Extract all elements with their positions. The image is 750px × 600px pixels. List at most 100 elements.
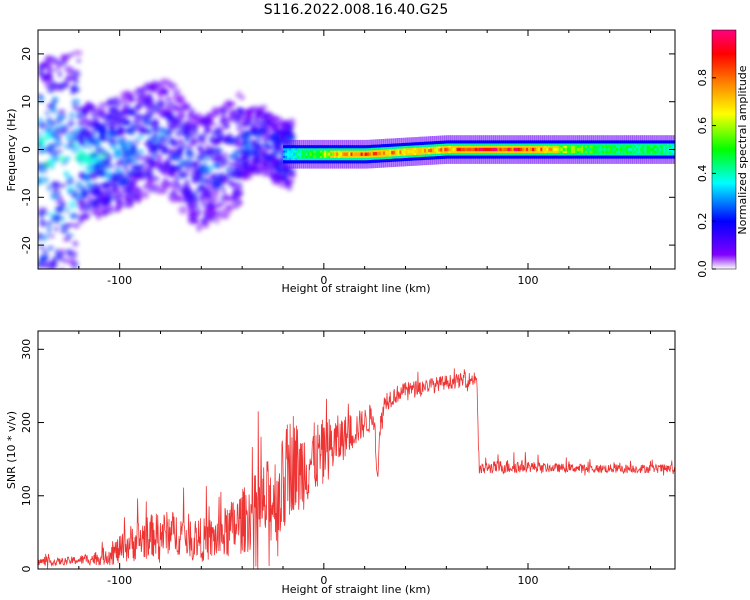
spectrogram-cell xyxy=(243,164,250,172)
spectrogram-cell xyxy=(285,182,290,188)
spectrogram-cell xyxy=(64,171,69,178)
spectrogram-cell xyxy=(438,148,441,152)
spectrogram-cell xyxy=(223,206,233,215)
spectrogram-cell xyxy=(632,147,635,152)
spectrogram-cell xyxy=(609,147,613,152)
spectrogram-cell xyxy=(587,147,590,152)
spectrogram-cell xyxy=(660,147,664,152)
spectrogram-cell xyxy=(568,147,572,152)
spectrogram-cell xyxy=(213,210,223,217)
spectrogram-cell xyxy=(507,147,511,152)
spectrogram-cell xyxy=(85,101,91,109)
spectrogram-cell xyxy=(72,136,79,141)
spectrogram-cell xyxy=(67,189,73,194)
spectrogram-cell xyxy=(185,127,190,136)
spectrogram-cell xyxy=(247,121,255,127)
spectrogram-cell xyxy=(497,147,500,152)
spectrogram-cell xyxy=(61,258,71,264)
spectrogram-cell xyxy=(189,137,199,145)
spectrogram-cell xyxy=(118,126,125,135)
snr-x-tick-label: 0 xyxy=(320,574,327,587)
spectrogram-y-tick-label: 10 xyxy=(20,95,33,109)
spectrogram-cell xyxy=(538,147,541,152)
spectrogram-cell xyxy=(117,122,122,128)
spectrogram-cell xyxy=(37,280,42,289)
spectrogram-cell xyxy=(54,136,62,141)
spectrogram-y-tick-label: 0 xyxy=(20,146,33,153)
spectrogram-cell xyxy=(201,152,210,156)
spectrogram-cell xyxy=(428,148,431,153)
spectrogram-cell xyxy=(211,163,220,168)
spectrogram-cell xyxy=(189,193,197,198)
spectrogram-cell xyxy=(654,147,658,152)
spectrogram-cell xyxy=(495,147,498,152)
spectrogram-cell xyxy=(160,185,168,193)
spectrogram-cell xyxy=(401,150,404,154)
spectrogram-cell xyxy=(505,147,509,152)
colorbar-label: Normalized spectral amplitude xyxy=(736,65,749,234)
spectrogram-cell xyxy=(151,143,159,152)
spectrogram-cell xyxy=(223,101,234,106)
spectrogram-cell xyxy=(219,120,227,124)
spectrogram-cell xyxy=(356,152,360,156)
spectrogram-cell xyxy=(288,118,293,125)
spectrogram-cell xyxy=(238,114,249,123)
spectrogram-cell xyxy=(370,152,374,156)
spectrogram-cell xyxy=(70,194,78,199)
spectrogram-cell xyxy=(54,139,60,145)
spectrogram-cell xyxy=(164,127,174,136)
spectrogram-cell xyxy=(346,152,349,156)
spectrogram-cell xyxy=(179,159,190,164)
spectrogram-cell xyxy=(666,147,670,152)
spectrogram-cell xyxy=(536,147,539,152)
spectrogram-cell xyxy=(47,158,57,164)
spectrogram-cell xyxy=(107,179,117,186)
spectrogram-cell xyxy=(548,147,551,152)
spectrogram-cell xyxy=(127,93,132,102)
spectrogram-cell xyxy=(89,105,95,113)
spectrogram-cell xyxy=(38,136,49,141)
spectrogram-cell xyxy=(89,187,99,197)
spectrogram-cell xyxy=(138,149,145,154)
spectrogram-cell xyxy=(278,167,285,174)
spectrogram-cell xyxy=(99,209,109,213)
spectrogram-cell xyxy=(148,84,155,92)
snr-x-tick-label: 100 xyxy=(518,574,539,587)
spectrogram-cell xyxy=(295,152,298,156)
snr-x-axis-label: Height of straight line (km) xyxy=(281,583,430,596)
spectrogram-cell xyxy=(166,113,173,122)
spectrogram-cell xyxy=(575,147,578,152)
snr-series xyxy=(38,368,675,569)
spectrogram-cell xyxy=(130,112,135,117)
spectrogram-cell xyxy=(221,200,226,205)
spectrogram-cell xyxy=(638,147,641,152)
spectrogram-cell xyxy=(62,127,69,136)
spectrogram-cell xyxy=(301,152,304,156)
spectrogram-cell xyxy=(47,245,54,251)
spectrogram-cell xyxy=(250,105,260,112)
spectrogram-cell xyxy=(238,191,244,196)
spectrogram-cell xyxy=(263,119,271,125)
spectrogram-cell xyxy=(344,152,347,156)
spectrogram-cell xyxy=(65,156,72,160)
spectrogram-cell xyxy=(222,214,228,219)
spectrogram-cell xyxy=(542,147,545,152)
spectrogram-cell xyxy=(221,186,226,194)
spectrogram-cell xyxy=(69,141,74,149)
spectrogram-cell xyxy=(145,100,151,109)
spectrogram-cell xyxy=(188,108,196,112)
spectrogram-cell xyxy=(217,173,222,182)
spectrogram-cell xyxy=(153,125,159,135)
spectrogram-cell xyxy=(101,124,107,132)
spectrogram-cell xyxy=(244,129,249,139)
colorbar-ticks: 0.0 0.2 0.4 0.6 0.8 xyxy=(696,69,716,278)
spectrogram-cell xyxy=(634,147,637,152)
spectrogram-cell xyxy=(603,147,607,152)
spectrogram-cell xyxy=(149,164,154,168)
spectrogram-cell xyxy=(434,148,437,152)
spectrogram-cell xyxy=(656,147,660,152)
spectrogram-cell xyxy=(65,132,73,141)
spectrogram-cell xyxy=(599,147,603,152)
spectrogram-cell xyxy=(38,70,45,76)
spectrogram-cell xyxy=(60,226,69,234)
